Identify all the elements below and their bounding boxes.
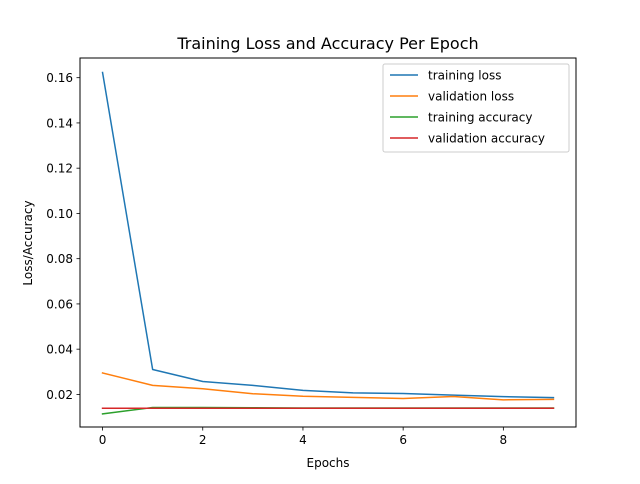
y-tick-label: 0.08: [46, 252, 73, 266]
y-tick-label: 0.10: [46, 207, 73, 221]
x-tick-label: 0: [99, 433, 107, 447]
x-axis-label: Epochs: [307, 456, 350, 470]
y-tick-label: 0.06: [46, 297, 73, 311]
chart-title: Training Loss and Accuracy Per Epoch: [176, 34, 478, 53]
legend-label-validation-loss: validation loss: [428, 90, 514, 104]
legend-label-training-loss: training loss: [428, 69, 501, 83]
plot-frame: [79, 57, 577, 428]
y-tick-label: 0.12: [46, 162, 73, 176]
y-axis-label: Loss/Accuracy: [21, 200, 35, 285]
x-tick-label: 4: [299, 433, 307, 447]
plot-area: [101, 71, 555, 415]
y-tick-label: 0.16: [46, 71, 73, 85]
series-line-validation-loss: [101, 372, 555, 401]
series-line-training-loss: [101, 71, 555, 399]
y-tick-label: 0.04: [46, 343, 73, 357]
legend: training loss validation loss training acc…: [382, 63, 570, 153]
y-tick-label: 0.02: [46, 388, 73, 402]
x-tick-label: 6: [399, 433, 407, 447]
x-tick-label: 2: [199, 433, 207, 447]
x-tick-label: 8: [500, 433, 508, 447]
legend-box: [382, 63, 570, 153]
axis-ticks: 0 2 4 6 8 0.02 0.04 0.06 0.08 0.10 0.12 0.14 0.16: [46, 71, 507, 447]
y-tick-label: 0.14: [46, 116, 73, 130]
legend-label-training-accuracy: training accuracy: [428, 111, 532, 125]
legend-label-validation-accuracy: validation accuracy: [428, 132, 545, 146]
